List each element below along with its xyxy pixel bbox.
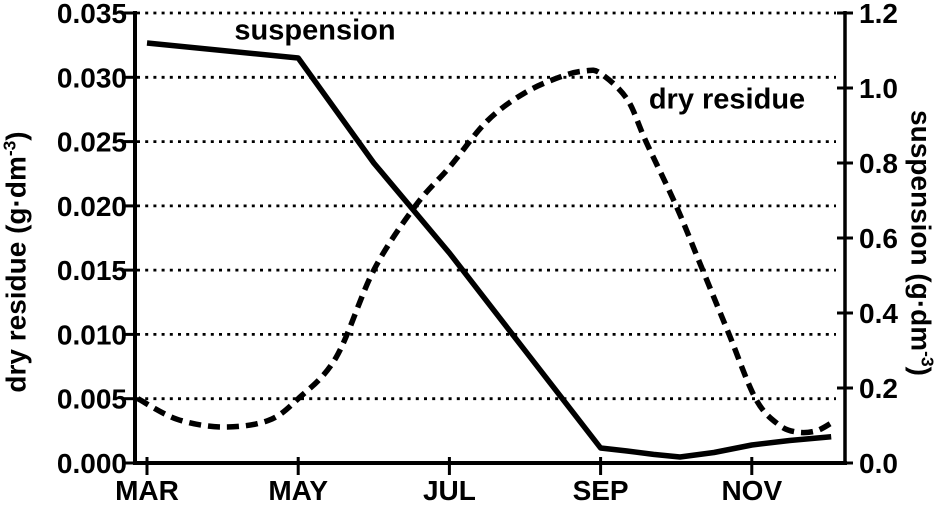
y-left-tick-label: 0.025 [57, 127, 127, 158]
left-axis-title: dry residue (g·dm-3) [0, 131, 32, 393]
right-axis-title-text: suspension (g·dm [905, 110, 937, 352]
y-left-tick-label: 0.015 [57, 255, 127, 286]
y-right-tick-label: 0.0 [859, 448, 898, 479]
y-right-tick-label: 0.2 [859, 373, 898, 404]
y-left-tick-label: 0.000 [57, 448, 127, 479]
y-right-tick-label: 1.0 [859, 73, 898, 104]
right-axis-title-close: ) [905, 366, 937, 376]
dry-residue-curve-label: dry residue [648, 83, 806, 116]
left-axis-title-superscript: -3 [0, 140, 20, 157]
y-left-tick-label: 0.035 [57, 0, 127, 29]
left-axis-title-text: dry residue (g·dm [0, 156, 32, 393]
suspension-curve [146, 40, 832, 460]
y-left-tick-label: 0.020 [57, 191, 127, 222]
x-tick-label: MAY [268, 475, 328, 506]
right-axis-title-superscript: -3 [917, 351, 938, 367]
y-right-tick-label: 0.4 [859, 298, 898, 329]
x-tick-label: NOV [721, 475, 782, 506]
right-axis-title: suspension (g·dm-3) [905, 110, 938, 376]
y-right-tick-label: 1.2 [859, 0, 898, 29]
y-left-tick-label: 0.005 [57, 384, 127, 415]
x-tick-label: MAR [115, 475, 179, 506]
suspension-curve-label: suspension [234, 14, 396, 47]
y-right-tick-label: 0.6 [859, 223, 898, 254]
x-tick-label: JUL [423, 475, 476, 506]
left-axis-title-close: ) [0, 131, 32, 141]
y-right-tick-label: 0.8 [859, 148, 898, 179]
dry-residue-curve [136, 67, 833, 436]
y-left-tick-label: 0.010 [57, 319, 127, 350]
y-left-tick-label: 0.030 [57, 62, 127, 93]
x-tick-label: SEP [573, 475, 629, 506]
